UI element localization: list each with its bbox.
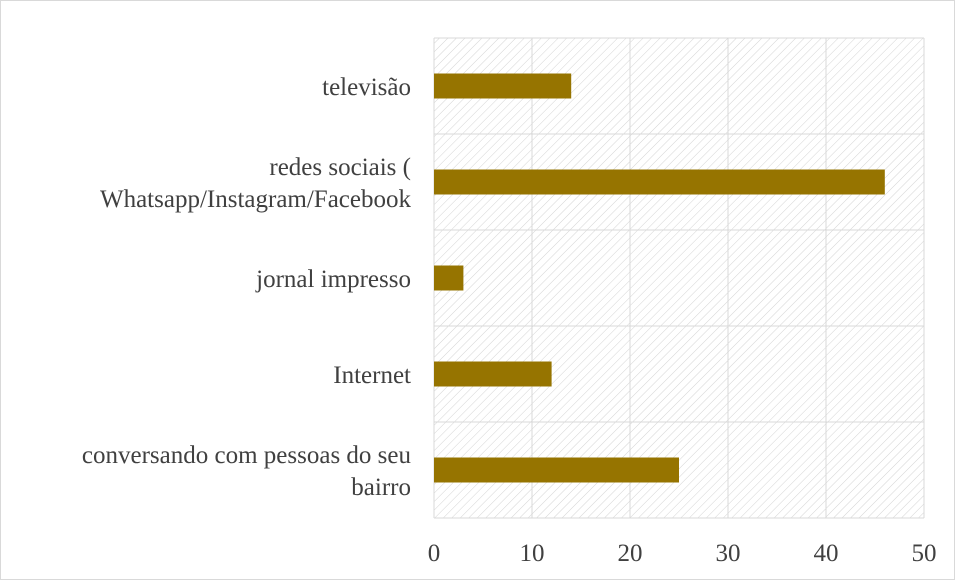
category-label-line: jornal impresso: [255, 266, 411, 293]
category-label: conversando com pessoas do seu bairro: [82, 442, 412, 501]
category-label-line: Whatsapp/Instagram/Facebook: [100, 186, 412, 213]
category-label: televisão: [322, 74, 411, 101]
x-tick-labels: 0 10 20 30 40 50: [428, 540, 937, 567]
category-label-line: conversando com pessoas do seu: [82, 442, 412, 469]
bar: [434, 73, 572, 99]
plot-area: [434, 38, 924, 518]
category-label-line: televisão: [322, 74, 411, 101]
category-label-line: redes sociais (: [269, 154, 411, 181]
bar: [434, 361, 552, 387]
category-label: redes sociais ( Whatsapp/Instagram/Facebo…: [100, 154, 412, 213]
bars: [434, 73, 885, 483]
x-tick-label: 50: [912, 540, 937, 567]
bar: [434, 457, 679, 483]
bar: [434, 265, 464, 291]
grid-lines: [433, 37, 925, 519]
x-tick-label: 0: [428, 540, 441, 567]
category-labels: televisão redes sociais ( Whatsapp/Instagr…: [82, 74, 412, 501]
x-tick-label: 20: [618, 540, 643, 567]
bar: [434, 169, 885, 195]
category-label-line: bairro: [351, 474, 411, 501]
x-tick-label: 10: [520, 540, 545, 567]
category-label: Internet: [333, 362, 411, 389]
category-label-line: Internet: [333, 362, 411, 389]
category-label: jornal impresso: [255, 266, 411, 293]
x-tick-label: 30: [716, 540, 741, 567]
x-tick-label: 40: [814, 540, 839, 567]
